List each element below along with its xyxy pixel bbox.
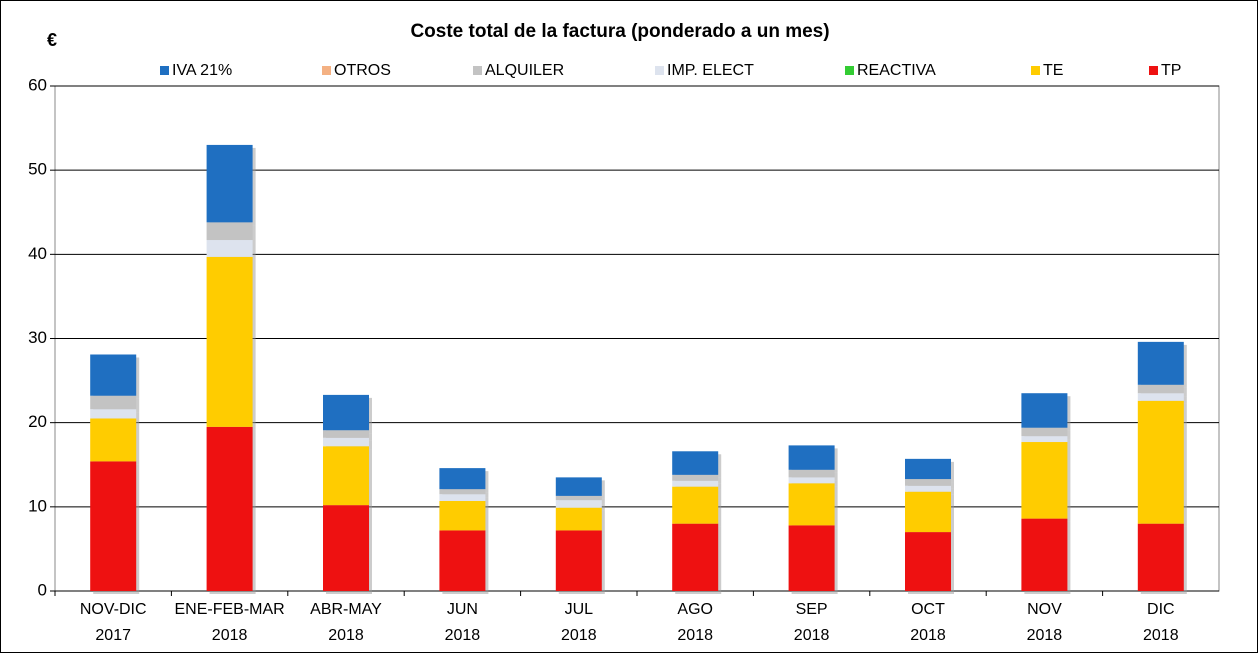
legend-label: IVA 21% bbox=[172, 62, 232, 79]
x-tick-label: 2018 bbox=[910, 627, 946, 644]
bar-segment bbox=[90, 461, 137, 591]
x-tick-label: 2018 bbox=[794, 627, 830, 644]
x-tick-label: 2017 bbox=[95, 627, 131, 644]
bar-segment bbox=[1021, 518, 1068, 591]
bar-segment bbox=[1137, 523, 1184, 591]
legend-swatch bbox=[1031, 66, 1040, 75]
y-tick-label: 50 bbox=[28, 160, 47, 179]
chart-title: Coste total de la factura (ponderado a u… bbox=[410, 21, 829, 42]
bar-segment bbox=[323, 446, 369, 506]
x-tick-label: 2018 bbox=[328, 627, 364, 644]
legend-label: IMP. ELECT bbox=[667, 62, 754, 79]
x-tick-label: 2018 bbox=[677, 627, 713, 644]
legend-label: OTROS bbox=[334, 62, 391, 79]
x-tick-label: SEP bbox=[796, 601, 828, 618]
x-tick-label: 2018 bbox=[1143, 627, 1179, 644]
x-tick-label: 2018 bbox=[445, 627, 481, 644]
y-tick-label: 10 bbox=[28, 496, 47, 515]
legend-label: TP bbox=[1161, 62, 1181, 79]
bar-segment bbox=[672, 451, 719, 475]
bar-segment bbox=[555, 477, 602, 496]
bar-segment bbox=[1021, 442, 1068, 519]
legend-label: REACTIVA bbox=[857, 62, 936, 79]
bar-segment bbox=[1021, 436, 1068, 443]
bar-segment bbox=[206, 240, 253, 257]
legend-swatch bbox=[473, 66, 482, 75]
bar-segment bbox=[1137, 400, 1184, 524]
bar-segment bbox=[788, 525, 835, 591]
bar-segment bbox=[672, 474, 719, 481]
x-tick-label: ABR-MAY bbox=[310, 601, 382, 618]
x-tick-label: NOV-DIC bbox=[80, 601, 147, 618]
x-tick-label: JUN bbox=[447, 601, 478, 618]
bar-segment bbox=[1021, 393, 1068, 428]
bar-segment bbox=[439, 468, 486, 490]
bar-segment bbox=[788, 445, 835, 470]
x-tick-label: DIC bbox=[1147, 601, 1175, 618]
bar-segment bbox=[206, 222, 253, 241]
bar-segment bbox=[555, 500, 602, 508]
bar-segment bbox=[555, 530, 602, 591]
legend-swatch bbox=[322, 66, 331, 75]
bar-segment bbox=[788, 469, 835, 478]
bar-segment bbox=[905, 491, 951, 533]
bar-segment bbox=[905, 479, 951, 486]
y-axis-label: € bbox=[47, 30, 57, 50]
y-tick-label: 30 bbox=[28, 328, 47, 347]
bar-segment bbox=[439, 530, 486, 591]
bar-segment bbox=[1021, 427, 1068, 437]
bar-segment bbox=[1137, 341, 1184, 385]
bar-segment bbox=[439, 489, 486, 495]
legend-swatch bbox=[655, 66, 664, 75]
bar-segment bbox=[439, 500, 486, 531]
bar-segment bbox=[905, 532, 951, 591]
legend-swatch bbox=[1149, 66, 1158, 75]
x-tick-label: 2018 bbox=[1027, 627, 1063, 644]
bar-segment bbox=[788, 477, 835, 484]
legend-swatch bbox=[160, 66, 169, 75]
y-tick-label: 40 bbox=[28, 244, 47, 263]
legend-label: ALQUILER bbox=[485, 62, 564, 79]
bar-segment bbox=[905, 458, 951, 480]
bar-segment bbox=[672, 523, 719, 591]
bar-segment bbox=[555, 507, 602, 531]
bar-segment bbox=[439, 494, 486, 501]
bar-segment bbox=[788, 483, 835, 526]
bar-segment bbox=[323, 430, 369, 438]
x-tick-label: NOV bbox=[1027, 601, 1062, 618]
x-tick-label: 2018 bbox=[212, 627, 248, 644]
bar-segment bbox=[90, 395, 137, 410]
bar-segment bbox=[672, 480, 719, 487]
y-tick-label: 0 bbox=[38, 580, 47, 599]
bar-segment bbox=[323, 394, 369, 431]
bar-segment bbox=[206, 144, 253, 223]
x-tick-label: OCT bbox=[911, 601, 945, 618]
y-tick-label: 20 bbox=[28, 412, 47, 431]
bar-segment bbox=[323, 505, 369, 591]
x-tick-label: AGO bbox=[677, 601, 713, 618]
bar-segment bbox=[1137, 384, 1184, 394]
bar-segment bbox=[905, 485, 951, 492]
x-tick-label: 2018 bbox=[561, 627, 597, 644]
bar-segment bbox=[90, 354, 137, 396]
bar-segment bbox=[206, 256, 253, 427]
bar-segment bbox=[1137, 393, 1184, 401]
bar-segment bbox=[555, 495, 602, 501]
bar-segment bbox=[90, 409, 137, 419]
bar-segment bbox=[672, 486, 719, 524]
legend-label: TE bbox=[1043, 62, 1063, 79]
bar-segment bbox=[323, 437, 369, 447]
x-tick-label: JUL bbox=[565, 601, 594, 618]
bar-segment bbox=[90, 418, 137, 462]
y-tick-label: 60 bbox=[28, 75, 47, 94]
x-tick-label: ENE-FEB-MAR bbox=[174, 601, 284, 618]
bar-segment bbox=[206, 426, 253, 591]
legend-swatch bbox=[845, 66, 854, 75]
